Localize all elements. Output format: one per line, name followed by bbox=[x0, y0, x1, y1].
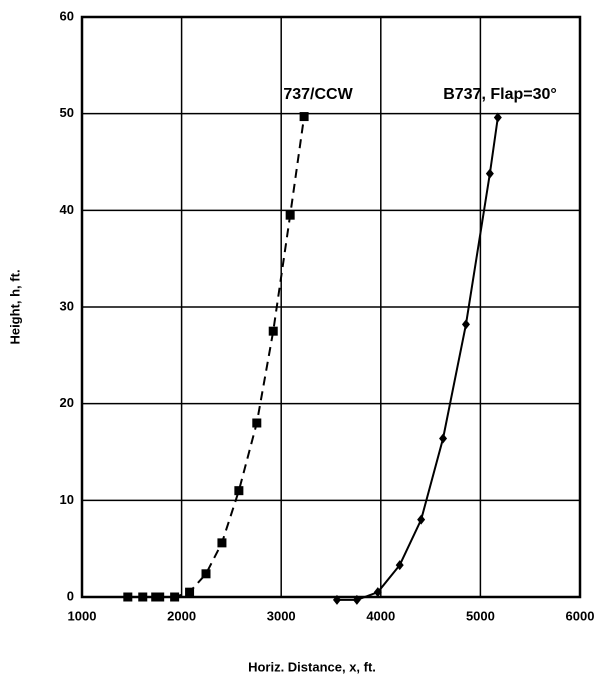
y-tick-label: 0 bbox=[67, 588, 74, 603]
marker bbox=[170, 592, 180, 602]
marker bbox=[252, 418, 262, 428]
marker bbox=[299, 112, 309, 122]
marker bbox=[352, 594, 361, 605]
x-tick-label: 2000 bbox=[167, 608, 196, 623]
marker bbox=[373, 587, 382, 598]
plot-frame bbox=[80, 15, 582, 599]
marker bbox=[485, 168, 494, 179]
y-tick-label: 50 bbox=[60, 105, 74, 120]
marker bbox=[417, 514, 426, 525]
marker bbox=[285, 210, 295, 220]
marker bbox=[155, 592, 165, 602]
x-axis-label: Horiz. Distance, x, ft. bbox=[248, 659, 376, 674]
annotation: B737, Flap=30° bbox=[443, 86, 557, 103]
marker bbox=[461, 319, 470, 330]
series-line bbox=[127, 116, 306, 598]
marker bbox=[123, 592, 133, 602]
x-tick-label: 4000 bbox=[366, 608, 395, 623]
y-tick-label: 10 bbox=[60, 492, 74, 507]
marker bbox=[268, 326, 278, 336]
x-tick-label: 1000 bbox=[68, 608, 97, 623]
series-line bbox=[336, 117, 499, 601]
y-tick-label: 40 bbox=[60, 202, 74, 217]
y-axis-label: Height, h, ft. bbox=[7, 269, 22, 344]
marker bbox=[395, 560, 404, 571]
marker bbox=[332, 594, 341, 605]
annotation: 737/CCW bbox=[283, 86, 353, 103]
marker bbox=[493, 112, 502, 123]
x-tick-label: 6000 bbox=[566, 608, 595, 623]
y-tick-label: 30 bbox=[60, 298, 74, 313]
y-tick-label: 60 bbox=[60, 8, 74, 23]
x-tick-label: 5000 bbox=[466, 608, 495, 623]
marker bbox=[439, 433, 448, 444]
marker bbox=[185, 587, 195, 597]
marker bbox=[234, 486, 244, 496]
marker bbox=[217, 538, 227, 548]
marker bbox=[201, 569, 211, 579]
y-tick-label: 20 bbox=[60, 395, 74, 410]
marker bbox=[138, 592, 148, 602]
x-tick-label: 3000 bbox=[267, 608, 296, 623]
